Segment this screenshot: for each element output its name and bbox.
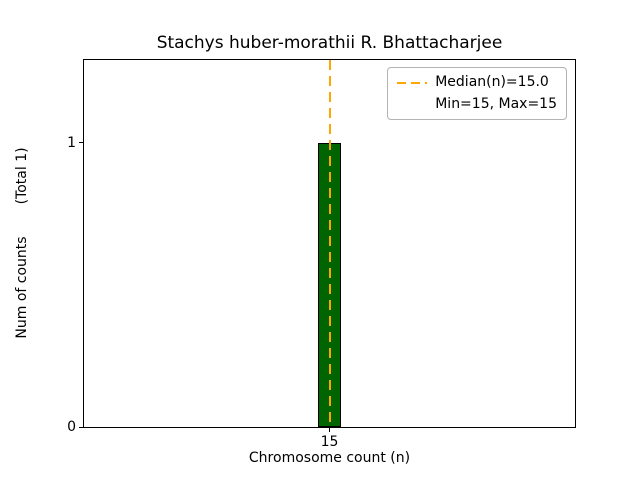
y-axis-label-total: (Total 1): [14, 147, 30, 205]
y-axis-label: Num of counts (Total 1): [14, 147, 30, 338]
legend-entry-median: Median(n)=15.0: [397, 73, 557, 92]
y-tick-label: 0: [67, 419, 76, 435]
x-axis-label: Chromosome count (n): [248, 450, 411, 466]
dashed-line-icon: [397, 81, 428, 84]
y-axis-label-main: Num of counts: [14, 236, 30, 339]
median-line: [328, 60, 331, 427]
y-tick-mark: [79, 426, 83, 428]
blank-swatch: [397, 104, 427, 106]
legend-label-minmax: Min=15, Max=15: [435, 96, 557, 112]
y-tick-mark: [79, 142, 83, 143]
legend-label-median: Median(n)=15.0: [435, 74, 549, 90]
legend: Median(n)=15.0 Min=15, Max=15: [387, 67, 567, 120]
plot-area: Median(n)=15.0 Min=15, Max=15 0 1 15: [67, 59, 576, 450]
x-tick-label: 15: [320, 434, 339, 450]
y-tick-label: 1: [67, 134, 76, 151]
x-tick-mark: [329, 428, 330, 432]
chart-title: Stachys huber-morathii R. Bhattacharjee: [156, 33, 503, 53]
legend-entry-minmax: Min=15, Max=15: [397, 95, 557, 114]
